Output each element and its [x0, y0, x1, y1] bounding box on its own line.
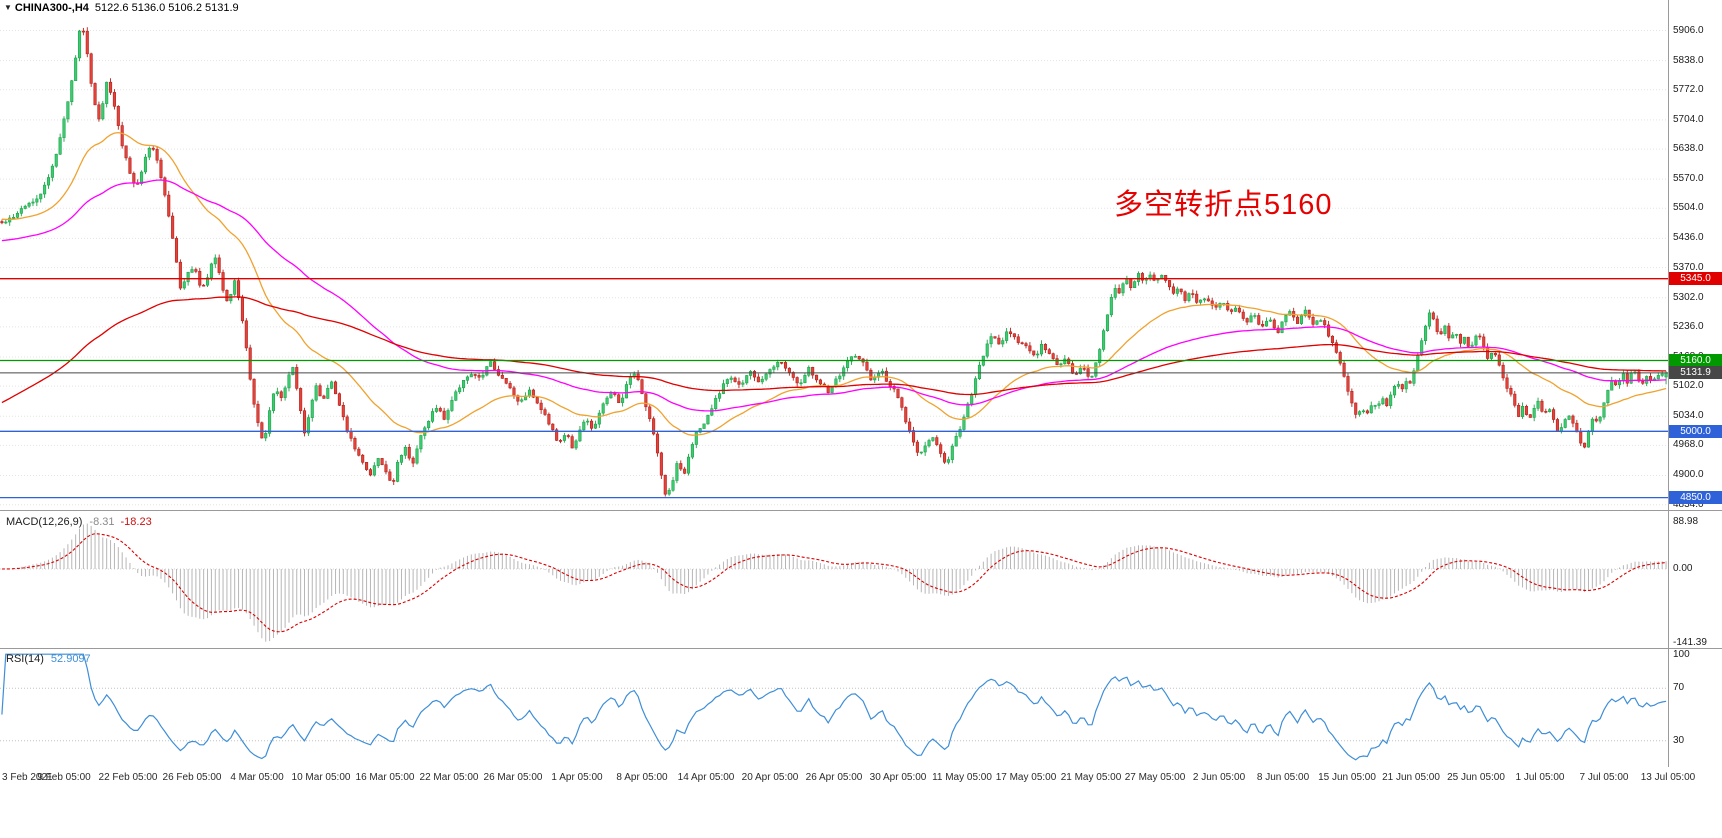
macd-name: MACD(12,26,9)	[6, 516, 83, 528]
time-axis-label: 9 Feb 05:00	[37, 772, 91, 783]
time-axis-label: 11 May 05:00	[932, 772, 992, 783]
rsi-indicator-chart[interactable]	[0, 649, 1668, 772]
time-axis-label: 22 Feb 05:00	[98, 772, 158, 783]
price-axis-label: 5570.0	[1673, 173, 1704, 184]
price-axis-label: 4968.0	[1673, 439, 1704, 450]
macd-axis[interactable]: 88.98 0.00 -141.39	[1669, 511, 1722, 648]
main-candlestick-chart[interactable]	[0, 0, 1668, 515]
price-level-badge: 5160.0	[1669, 354, 1722, 367]
rsi-canvas[interactable]	[0, 649, 1668, 767]
time-axis-label: 16 Mar 05:00	[355, 772, 415, 783]
symbol-info: ▼ CHINA300-,H4 5122.6 5136.0 5106.2 5131.9	[4, 2, 239, 14]
macd-canvas[interactable]	[0, 511, 1668, 648]
price-axis-label: 5704.0	[1673, 114, 1704, 125]
price-level-badge: 4850.0	[1669, 491, 1722, 504]
time-axis[interactable]: 3 Feb 2021 9 Feb 05:00 22 Feb 05:00 26 Feb …	[0, 767, 1722, 793]
macd-signal-value: -18.23	[120, 516, 152, 528]
price-axis-label: 5638.0	[1673, 143, 1704, 154]
price-axis-label: 5102.0	[1673, 380, 1704, 391]
price-level-badge: 5131.9	[1669, 366, 1722, 379]
price-level-badge: 5345.0	[1669, 272, 1722, 285]
price-axis[interactable]: 5906.0 5838.0 5772.0 5704.0 5638.0 5570.0 5504…	[1669, 0, 1722, 510]
time-axis-label: 3 Feb 2021	[2, 772, 53, 783]
time-axis-label: 15 Jun 05:00	[1318, 772, 1376, 783]
price-axis-label: 5034.0	[1673, 410, 1704, 421]
time-axis-label: 1 Apr 05:00	[551, 772, 603, 783]
symbol-dropdown-icon[interactable]: ▼	[4, 3, 12, 12]
price-axis-label: 5436.0	[1673, 232, 1704, 243]
price-axis-label: 5838.0	[1673, 55, 1704, 66]
time-axis-label: 25 Jun 05:00	[1447, 772, 1505, 783]
time-axis-label: 26 Feb 05:00	[162, 772, 222, 783]
macd-axis-label: -141.39	[1673, 637, 1707, 648]
time-axis-label: 8 Jun 05:00	[1256, 772, 1310, 783]
price-axis-label: 5236.0	[1673, 321, 1704, 332]
price-axis-divider	[1668, 0, 1669, 767]
time-axis-label: 26 Mar 05:00	[483, 772, 543, 783]
rsi-label: RSI(14) 52.9097	[6, 653, 91, 665]
rsi-value: 52.9097	[50, 653, 91, 665]
time-axis-label: 17 May 05:00	[995, 772, 1057, 783]
price-level-badge: 5000.0	[1669, 425, 1722, 438]
main-chart-canvas[interactable]	[0, 0, 1668, 510]
price-axis-label: 5772.0	[1673, 84, 1704, 95]
price-axis-label: 5504.0	[1673, 202, 1704, 213]
time-axis-label: 13 Jul 05:00	[1640, 772, 1696, 783]
rsi-axis-label: 70	[1673, 682, 1685, 693]
panel-resize-handle[interactable]	[0, 510, 1722, 511]
macd-axis-label: 88.98	[1673, 516, 1699, 527]
macd-label: MACD(12,26,9) -8.31 -18.23	[6, 516, 152, 528]
price-axis-label: 5302.0	[1673, 292, 1704, 303]
time-axis-label: 4 Mar 05:00	[230, 772, 284, 783]
annotation-text: 多空转折点5160	[1114, 189, 1333, 221]
macd-indicator-chart[interactable]	[0, 511, 1668, 653]
time-axis-label: 10 Mar 05:00	[291, 772, 351, 783]
symbol-name: CHINA300-,H4	[14, 2, 89, 14]
price-axis-label: 4900.0	[1673, 469, 1704, 480]
macd-axis-label: 0.00	[1673, 563, 1693, 574]
rsi-axis-label: 30	[1673, 735, 1685, 746]
rsi-name: RSI(14)	[6, 653, 44, 665]
time-axis-label: 2 Jun 05:00	[1192, 772, 1246, 783]
time-axis-label: 7 Jul 05:00	[1579, 772, 1629, 783]
time-axis-label: 22 Mar 05:00	[419, 772, 479, 783]
price-axis-label: 4834.0	[1673, 499, 1704, 510]
time-axis-label: 26 Apr 05:00	[805, 772, 863, 783]
time-axis-label: 30 Apr 05:00	[869, 772, 927, 783]
price-axis-label: 5906.0	[1673, 25, 1704, 36]
macd-main-value: -8.31	[89, 516, 115, 528]
time-axis-label: 21 Jun 05:00	[1382, 772, 1440, 783]
time-axis-label: 14 Apr 05:00	[677, 772, 735, 783]
time-axis-label: 20 Apr 05:00	[741, 772, 799, 783]
symbol-ohlc-values: 5122.6 5136.0 5106.2 5131.9	[94, 2, 239, 14]
time-axis-label: 21 May 05:00	[1060, 772, 1122, 783]
rsi-axis-label: 100	[1673, 649, 1690, 660]
time-axis-label: 1 Jul 05:00	[1515, 772, 1565, 783]
panel-resize-handle[interactable]	[0, 648, 1722, 649]
price-axis-label: 5370.0	[1673, 262, 1704, 273]
rsi-axis[interactable]: 100 70 30	[1669, 649, 1722, 767]
time-axis-label: 8 Apr 05:00	[616, 772, 668, 783]
time-axis-label: 27 May 05:00	[1124, 772, 1186, 783]
